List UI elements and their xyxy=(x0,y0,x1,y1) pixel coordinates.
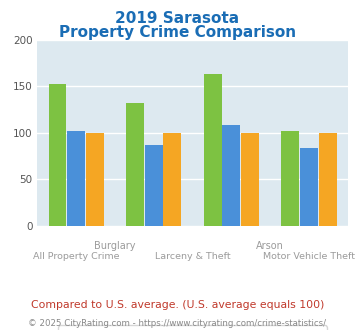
Text: Compared to U.S. average. (U.S. average equals 100): Compared to U.S. average. (U.S. average … xyxy=(31,300,324,310)
Text: © 2025 CityRating.com - https://www.cityrating.com/crime-statistics/: © 2025 CityRating.com - https://www.city… xyxy=(28,319,327,328)
Text: 2019 Sarasota: 2019 Sarasota xyxy=(115,11,240,25)
Text: Property Crime Comparison: Property Crime Comparison xyxy=(59,25,296,40)
Text: Arson: Arson xyxy=(256,241,284,251)
Bar xyxy=(86,133,104,226)
Text: Motor Vehicle Theft: Motor Vehicle Theft xyxy=(263,252,355,261)
Bar xyxy=(126,103,144,226)
Bar xyxy=(300,148,318,226)
Bar xyxy=(49,84,66,226)
Bar xyxy=(241,133,259,226)
Text: Larceny & Theft: Larceny & Theft xyxy=(155,252,230,261)
Bar xyxy=(163,133,181,226)
Bar xyxy=(145,145,163,226)
Bar xyxy=(67,131,85,226)
Bar xyxy=(223,125,240,226)
Legend: Sarasota, Florida, National: Sarasota, Florida, National xyxy=(58,325,327,330)
Bar xyxy=(204,74,222,226)
Bar xyxy=(319,133,337,226)
Text: Burglary: Burglary xyxy=(94,241,136,251)
Text: All Property Crime: All Property Crime xyxy=(33,252,119,261)
Bar xyxy=(282,131,299,226)
